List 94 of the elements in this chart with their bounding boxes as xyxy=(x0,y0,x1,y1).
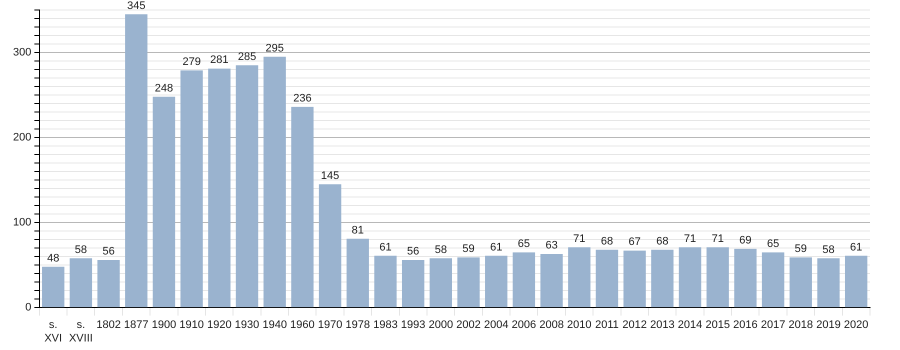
bar xyxy=(762,252,784,308)
data-label: 59 xyxy=(794,242,807,255)
x-tick-label: 1930 xyxy=(234,319,260,332)
data-label: 69 xyxy=(739,234,752,246)
bar xyxy=(678,247,702,308)
bar xyxy=(291,106,314,308)
data-label: 58 xyxy=(822,244,835,256)
data-label: 145 xyxy=(320,170,340,182)
x-tick-label: 1978 xyxy=(346,319,370,332)
x-tick-label: 1940 xyxy=(262,319,287,332)
bar xyxy=(568,247,590,308)
x-tick-label: 2004 xyxy=(484,319,508,332)
bar xyxy=(540,254,563,308)
data-label: 71 xyxy=(573,232,586,245)
bar xyxy=(236,65,258,308)
x-tick-label: 2019 xyxy=(816,319,841,332)
data-label: 59 xyxy=(462,242,475,255)
x-tick-label: 2013 xyxy=(650,319,675,332)
bar xyxy=(457,257,480,308)
bar xyxy=(596,250,618,308)
x-tick-label: 2000 xyxy=(428,319,454,332)
x-tick-label: 2018 xyxy=(788,319,814,332)
bar xyxy=(485,256,508,308)
data-label: 71 xyxy=(684,232,696,245)
data-label: 58 xyxy=(74,244,88,256)
bar xyxy=(97,260,120,308)
data-label: 248 xyxy=(154,82,174,94)
x-tick-label: 1900 xyxy=(152,319,176,332)
y-tick-label: 200 xyxy=(12,132,32,144)
bar xyxy=(264,56,286,308)
y-tick-label: 100 xyxy=(12,216,32,229)
data-label: 56 xyxy=(407,246,420,258)
x-tick-label: 1983 xyxy=(373,319,398,332)
data-label: 68 xyxy=(600,235,614,248)
x-tick-label: 2016 xyxy=(733,319,758,332)
data-label: 236 xyxy=(293,92,312,104)
x-tick-label: 2010 xyxy=(567,319,592,332)
bar xyxy=(651,250,674,308)
x-tick-label: 2006 xyxy=(512,319,536,332)
bar xyxy=(790,257,812,308)
data-label: 61 xyxy=(850,241,862,254)
data-label: 61 xyxy=(379,241,392,254)
data-label: 56 xyxy=(102,246,115,258)
bar xyxy=(734,248,757,308)
x-tick-label: 2014 xyxy=(678,319,702,332)
data-label: 285 xyxy=(238,50,256,63)
x-tick-label: 2011 xyxy=(595,319,619,332)
data-label: 65 xyxy=(766,238,780,250)
data-label: 67 xyxy=(628,236,641,248)
data-label: 58 xyxy=(434,244,447,256)
bar xyxy=(430,258,452,308)
x-tick-label: s. XVIII xyxy=(68,319,93,344)
bar xyxy=(318,184,342,308)
data-label: 48 xyxy=(47,252,60,264)
data-label: 295 xyxy=(266,42,284,54)
x-tick-label: 1960 xyxy=(290,319,315,332)
data-label: 71 xyxy=(712,232,724,245)
data-label: 81 xyxy=(352,224,364,236)
bar xyxy=(70,258,92,308)
x-tick-label: 1877 xyxy=(124,319,149,332)
x-tick-label: 1802 xyxy=(96,319,121,332)
bar xyxy=(402,260,424,308)
x-tick-label: 2002 xyxy=(456,319,481,332)
x-tick-label: 2008 xyxy=(539,319,564,332)
bar xyxy=(512,252,536,308)
x-tick-label: 1920 xyxy=(207,319,232,332)
data-label: 61 xyxy=(490,241,502,254)
bar xyxy=(42,266,64,308)
x-tick-label: 2017 xyxy=(760,319,786,332)
x-tick-label: 1910 xyxy=(179,319,204,332)
data-label: 68 xyxy=(656,235,668,248)
bar xyxy=(208,68,231,308)
x-tick-label: 1970 xyxy=(318,319,342,332)
bar xyxy=(844,256,868,308)
x-tick-label: 2012 xyxy=(622,319,647,332)
data-label: 345 xyxy=(127,0,146,12)
bar xyxy=(623,250,646,308)
bar xyxy=(374,256,397,308)
bar xyxy=(125,14,148,308)
data-label: 65 xyxy=(518,238,530,250)
x-tick-label: 2015 xyxy=(705,319,730,332)
x-tick-label: 1993 xyxy=(400,319,426,332)
x-tick-label: 2020 xyxy=(844,319,868,332)
bar xyxy=(180,70,203,308)
x-tick-label: s. XVI xyxy=(44,319,62,344)
bar xyxy=(706,247,729,308)
bar xyxy=(346,238,369,308)
data-label: 63 xyxy=(545,240,558,252)
data-label: 281 xyxy=(210,54,229,66)
y-tick-label: 300 xyxy=(12,46,32,59)
y-tick-label: 0 xyxy=(25,302,32,314)
bar xyxy=(152,96,176,308)
data-label: 279 xyxy=(182,56,201,68)
bar xyxy=(817,258,840,308)
